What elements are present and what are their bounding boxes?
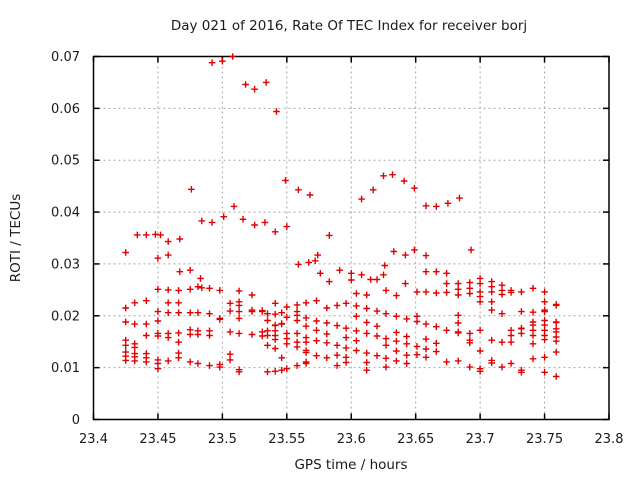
y-tick-label: 0 — [72, 413, 80, 428]
x-tick-label: 23.45 — [139, 432, 176, 447]
y-tick-label: 0.05 — [51, 154, 80, 169]
plot-border — [92, 55, 610, 421]
x-tick-label: 23.4 — [79, 432, 108, 447]
x-tick-label: 23.7 — [466, 432, 495, 447]
tick-labels: 23.4 23.45 23.5 23.55 23.6 23.65 23.7 23.75 23.8… — [51, 50, 623, 447]
y-tick-label: 0.01 — [51, 361, 80, 376]
gridlines — [93, 56, 609, 420]
x-tick-label: 23.8 — [595, 432, 624, 447]
y-tick-label: 0.02 — [51, 309, 80, 324]
x-tick-label: 23.55 — [268, 432, 305, 447]
x-tick-label: 23.75 — [526, 432, 563, 447]
y-tick-label: 0.06 — [51, 102, 80, 117]
x-tick-label: 23.65 — [397, 432, 434, 447]
data-points — [122, 53, 560, 380]
x-tick-label: 23.5 — [208, 432, 237, 447]
chart-title: Day 021 of 2016, Rate Of TEC Index for r… — [171, 18, 527, 34]
x-axis-label: GPS time / hours — [294, 457, 407, 473]
y-tick-label: 0.04 — [51, 206, 80, 221]
y-axis-label: ROTI / TECUs — [8, 194, 24, 282]
y-tick-label: 0.03 — [51, 257, 80, 272]
scatter-series-ROTI — [122, 53, 560, 380]
x-tick-label: 23.6 — [337, 432, 366, 447]
y-tick-label: 0.07 — [51, 50, 80, 65]
